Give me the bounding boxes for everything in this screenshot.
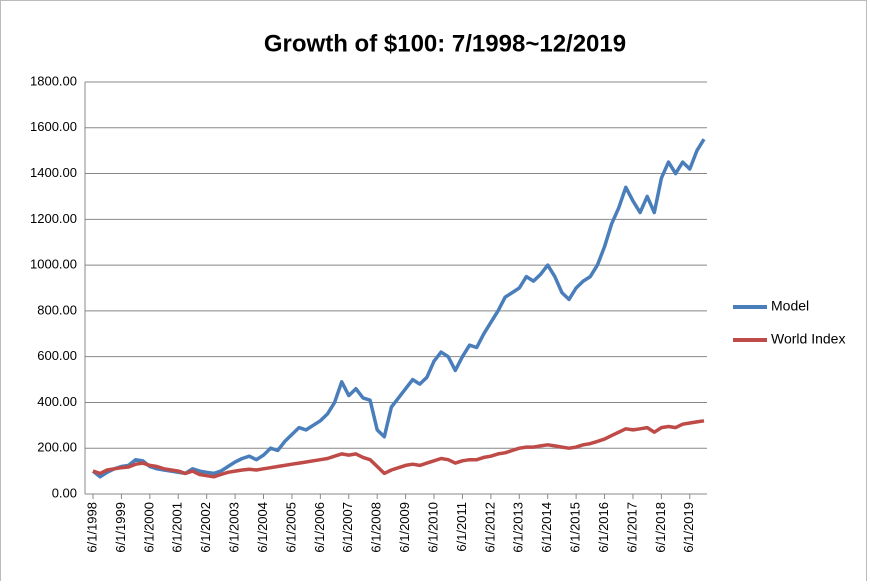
x-tick-label: 6/1/2012 (482, 502, 497, 553)
x-tick-label: 6/1/2019 (681, 502, 696, 553)
x-tick-label: 6/1/1998 (84, 502, 99, 553)
legend-label: Model (771, 298, 809, 314)
x-tick-label: 6/1/2007 (340, 502, 355, 553)
x-tick-label: 6/1/2008 (369, 502, 384, 553)
y-tick-label: 1600.00 (30, 119, 77, 134)
y-tick-label: 1200.00 (30, 211, 77, 226)
x-tick-label: 6/1/2017 (624, 502, 639, 553)
y-tick-label: 600.00 (37, 348, 77, 363)
y-tick-label: 1000.00 (30, 257, 77, 272)
x-tick-label: 6/1/2013 (511, 502, 526, 553)
x-tick-label: 6/1/2003 (227, 502, 242, 553)
x-tick-label: 6/1/2016 (596, 502, 611, 553)
x-tick-label: 6/1/1999 (113, 502, 128, 553)
x-tick-label: 6/1/2000 (141, 502, 156, 553)
x-tick-label: 6/1/2006 (312, 502, 327, 553)
x-tick-label: 6/1/2005 (283, 502, 298, 553)
y-tick-label: 400.00 (37, 394, 77, 409)
chart-title: Growth of $100: 7/1998~12/2019 (264, 30, 626, 57)
x-tick-label: 6/1/2015 (568, 502, 583, 553)
x-tick-label: 6/1/2010 (425, 502, 440, 553)
line-series (92, 419, 705, 479)
legend-label: World Index (771, 331, 845, 347)
y-tick-label: 1800.00 (30, 73, 77, 88)
x-tick-label: 6/1/2014 (539, 502, 554, 553)
x-tick-label: 6/1/2001 (170, 502, 185, 553)
x-tick-label: 6/1/2018 (653, 502, 668, 553)
y-tick-label: 800.00 (37, 302, 77, 317)
x-tick-label: 6/1/2004 (255, 502, 270, 553)
x-tick-label: 6/1/2009 (397, 502, 412, 553)
x-tick-label: 6/1/2011 (454, 502, 469, 552)
y-tick-label: 1400.00 (30, 165, 77, 180)
y-tick-label: 200.00 (37, 440, 77, 455)
y-tick-label: 0.00 (52, 485, 77, 500)
line-series (91, 138, 706, 479)
x-tick-label: 6/1/2002 (198, 502, 213, 553)
